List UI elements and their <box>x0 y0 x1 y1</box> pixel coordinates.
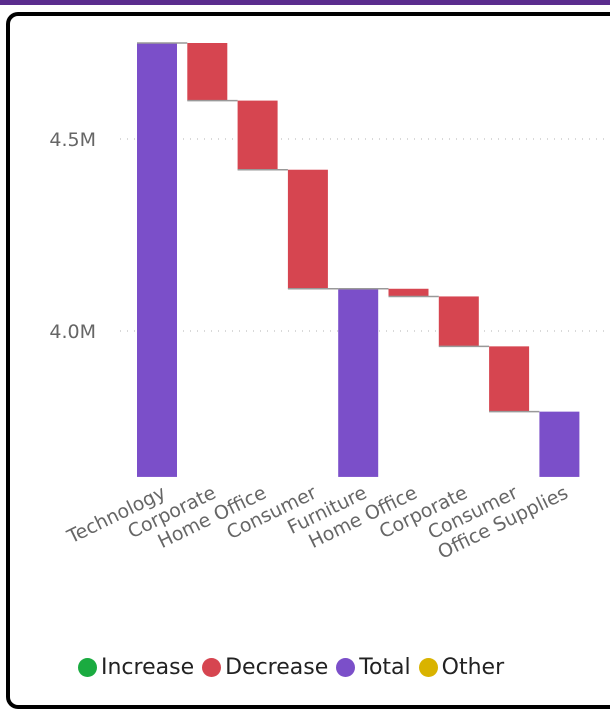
legend-swatch <box>78 657 97 677</box>
bar-decrease[interactable] <box>187 43 228 101</box>
legend-item[interactable]: Decrease <box>202 655 328 680</box>
bar-decrease[interactable] <box>438 296 479 347</box>
header-accent-bar <box>0 0 610 5</box>
bar-decrease[interactable] <box>489 346 530 412</box>
bar-total[interactable] <box>539 411 580 477</box>
legend-swatch <box>336 657 356 677</box>
y-tick-label: 4.0M <box>49 321 96 343</box>
legend: Increase Decrease Total Other <box>78 652 512 682</box>
legend-swatch <box>418 657 438 677</box>
bar-decrease[interactable] <box>287 169 328 289</box>
legend-label: Total <box>359 654 411 680</box>
bar-decrease[interactable] <box>237 100 278 170</box>
legend-item[interactable]: Total <box>336 654 411 680</box>
bar-decrease[interactable] <box>388 288 429 297</box>
bar-total[interactable] <box>137 43 177 477</box>
legend-swatch <box>202 657 222 677</box>
legend-item[interactable]: Other <box>418 654 505 680</box>
legend-label: Decrease <box>225 654 329 680</box>
legend-label: Increase <box>101 654 195 680</box>
legend-label: Other <box>441 654 505 680</box>
y-tick-label: 4.5M <box>49 129 96 151</box>
legend-item[interactable]: Increase <box>78 655 194 680</box>
y-axis-ticks: 4.5M 4.0M <box>49 129 96 343</box>
bars <box>137 43 580 477</box>
bar-total[interactable] <box>338 288 379 477</box>
connectors <box>137 42 540 413</box>
